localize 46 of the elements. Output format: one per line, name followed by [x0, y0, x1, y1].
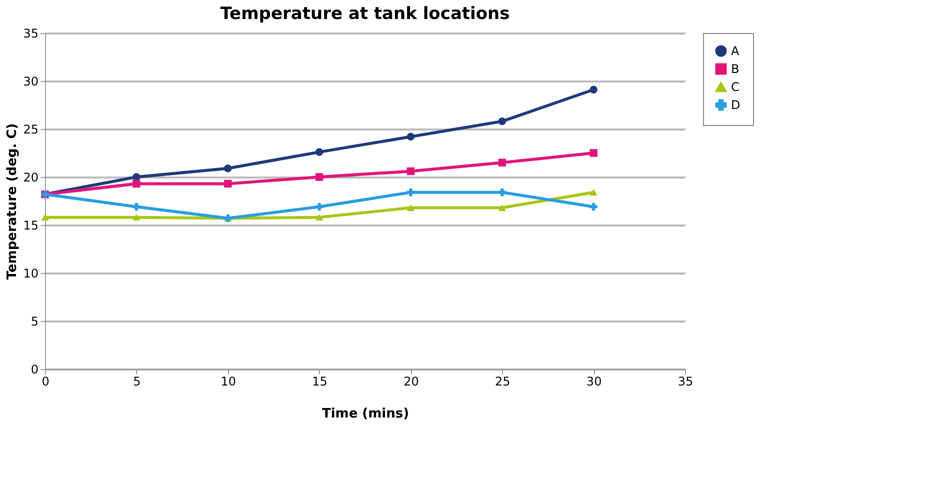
chart-title: Temperature at tank locations — [220, 4, 510, 24]
x-tick-label: 10 — [220, 374, 236, 388]
legend-label: D — [731, 98, 740, 112]
point — [590, 189, 598, 196]
point — [498, 204, 506, 212]
x-tick-label: 0 — [42, 374, 50, 388]
y-tick-label: 5 — [30, 314, 38, 328]
point — [590, 149, 598, 157]
x-tick-label: 15 — [312, 374, 328, 388]
y-axis-title: Temperature (deg. C) — [5, 123, 20, 280]
point — [406, 188, 415, 196]
x-tick-label: 30 — [586, 374, 602, 388]
x-tick-label: 25 — [495, 374, 510, 388]
y-tick-label: 20 — [23, 170, 38, 184]
x-tick-label: 5 — [133, 374, 141, 388]
y-tick-label: 35 — [23, 26, 38, 40]
point — [224, 180, 232, 188]
y-tick-label: 10 — [23, 266, 38, 280]
point — [315, 214, 324, 221]
point — [498, 188, 506, 196]
y-tick-label: 30 — [23, 74, 38, 88]
point — [41, 214, 49, 221]
point — [132, 202, 140, 211]
y-tick-label: 15 — [23, 218, 38, 232]
point — [132, 214, 140, 221]
y-tick-label: 25 — [23, 122, 38, 136]
point — [315, 173, 324, 181]
point — [590, 202, 598, 211]
point — [224, 164, 232, 172]
legend-label: B — [731, 62, 740, 76]
point — [132, 180, 140, 188]
x-tick-label: 20 — [404, 374, 419, 388]
legend-label: C — [731, 80, 740, 94]
point — [406, 167, 415, 176]
point — [590, 86, 598, 94]
point — [315, 202, 324, 211]
x-tick-label: 35 — [678, 374, 694, 388]
y-tick-label: 0 — [30, 362, 38, 376]
point — [132, 173, 140, 181]
x-axis-title: Time (mins) — [322, 406, 410, 422]
point — [406, 204, 415, 212]
point — [406, 132, 415, 141]
point — [315, 148, 324, 156]
point — [498, 117, 506, 126]
point — [498, 158, 506, 166]
legend-label: A — [731, 44, 740, 58]
